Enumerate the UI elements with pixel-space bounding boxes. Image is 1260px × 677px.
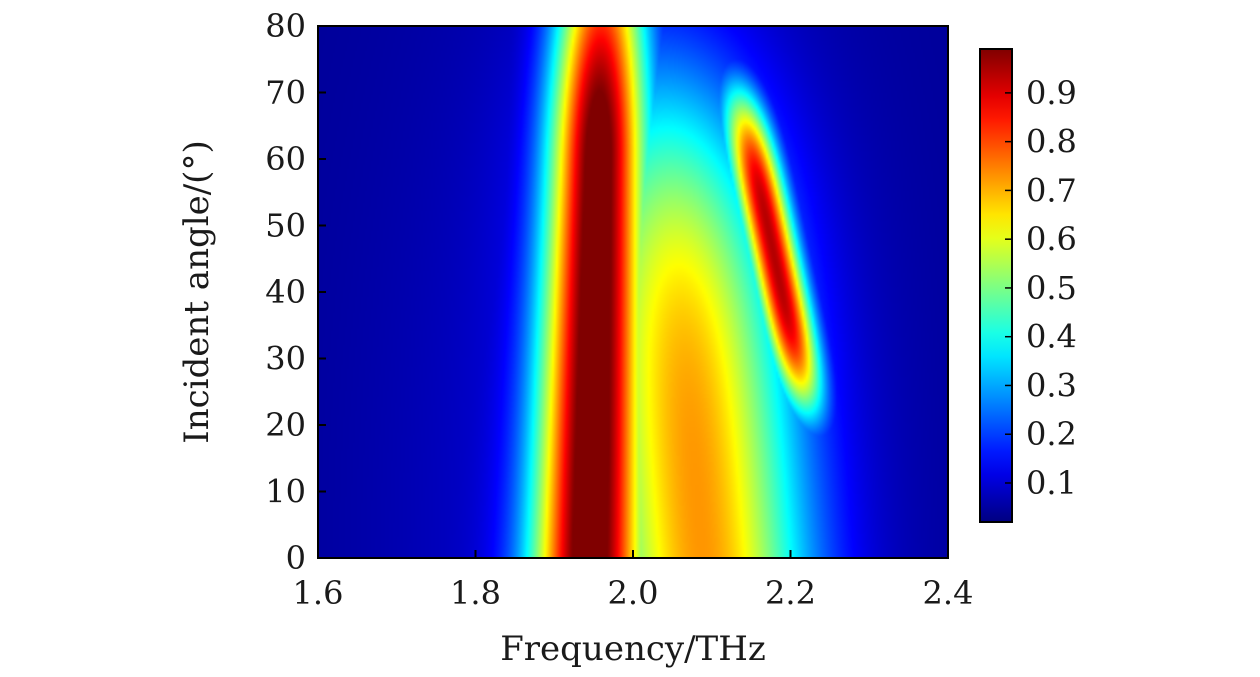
x-tick-label: 1.8 <box>450 574 501 612</box>
y-axis-label: Incident angle/(°) <box>177 140 217 443</box>
y-tick-label: 60 <box>265 140 306 178</box>
y-tick-label: 40 <box>265 273 306 311</box>
y-tick-label: 70 <box>265 74 306 112</box>
colorbar-tick-label: 0.5 <box>1026 269 1077 307</box>
x-tick-label: 1.6 <box>293 574 344 612</box>
heatmap-surface <box>318 26 948 558</box>
colorbar-ticks: 0.1 0.2 0.3 0.4 0.5 0.6 0.7 0.8 0.9 <box>1005 74 1077 502</box>
colorbar-tick-label: 0.6 <box>1026 220 1077 258</box>
colorbar-gradient <box>979 48 1013 523</box>
colorbar-tick-label: 0.2 <box>1026 415 1077 453</box>
colorbar-tick-label: 0.8 <box>1026 123 1077 161</box>
y-tick-label: 20 <box>265 406 306 444</box>
x-tick-label: 2.4 <box>923 574 974 612</box>
colorbar-tick-label: 0.3 <box>1026 366 1077 404</box>
colorbar-tick-label: 0.4 <box>1026 318 1077 356</box>
y-tick-label: 80 <box>265 7 306 45</box>
y-tick-label: 0 <box>286 539 306 577</box>
y-axis: 0 10 20 30 40 50 60 70 80 <box>265 7 326 577</box>
colorbar-tick-label: 0.7 <box>1026 171 1077 209</box>
x-tick-label: 2.2 <box>765 574 816 612</box>
x-tick-label: 2.0 <box>608 574 659 612</box>
colorbar: 0.1 0.2 0.3 0.4 0.5 0.6 0.7 0.8 0.9 <box>979 48 1077 523</box>
x-axis: 1.6 1.8 2.0 2.2 2.4 <box>293 550 974 612</box>
colorbar-tick-label: 0.1 <box>1026 464 1077 502</box>
colorbar-tick-label: 0.9 <box>1026 74 1077 112</box>
y-tick-label: 10 <box>265 473 306 511</box>
x-axis-label: Frequency/THz <box>500 629 766 669</box>
y-tick-label: 30 <box>265 340 306 378</box>
y-tick-label: 50 <box>265 207 306 245</box>
plot-area <box>317 25 949 559</box>
